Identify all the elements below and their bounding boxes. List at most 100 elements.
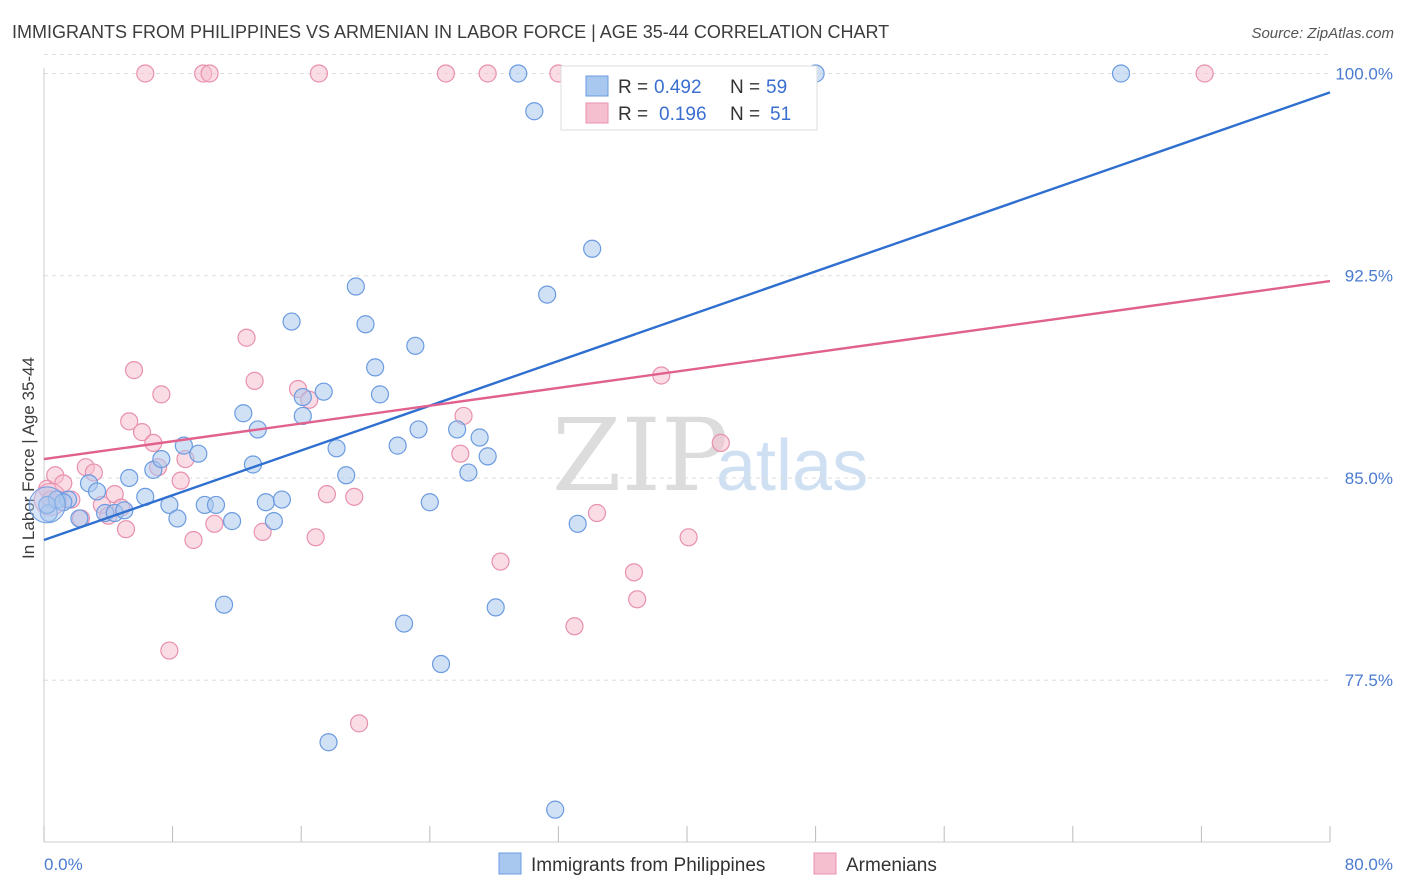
philippines-point [448,420,467,439]
armenians-point [184,530,203,550]
legend-n-value-pink: 51 [770,104,791,125]
armenians-trend-line [43,279,1331,461]
armenians-point [679,528,698,547]
armenians-point [245,371,264,390]
axes [43,68,1331,843]
series-legend: Immigrants from Philippines Armenians [498,852,937,876]
armenians-point [136,64,155,83]
watermark: ZIP atlas [552,397,868,514]
armenians-point [160,641,179,660]
armenians-point [237,328,256,347]
armenians-point [711,433,730,453]
philippines-point [1111,64,1131,83]
grid-lines [44,53,1330,681]
armenians-point [349,714,369,733]
philippines-point [509,64,528,83]
armenians-point [120,412,139,431]
armenians-point [309,64,328,83]
legend-n-value-blue: 59 [766,77,787,98]
philippines-point [120,468,139,488]
philippines-point [54,493,73,512]
philippines-point [388,436,407,455]
philippines-point [409,420,428,439]
armenians-point [478,64,497,83]
legend-r-value-pink: 0.196 [659,104,707,125]
series-legend-label-armenians: Armenians [846,855,937,876]
armenians-point [624,563,644,582]
philippines-point [459,463,478,482]
philippines-point [346,277,365,296]
philippines-points [28,64,1131,819]
armenians-point [124,361,144,380]
x-tick-label: 80.0% [1345,855,1393,874]
philippines-point [272,490,292,509]
philippines-point [356,315,375,334]
armenians-point [205,514,224,533]
armenians-point [200,64,219,83]
armenians-point [171,471,190,490]
series-legend-swatch-armenians [813,852,837,875]
watermark-zip: ZIP [552,397,728,514]
y-tick-label: 85.0% [1345,469,1393,488]
philippines-point [406,336,425,355]
armenians-point [436,64,455,83]
watermark-atlas: atlas [716,426,868,506]
philippines-point [189,444,208,463]
armenians-point [152,385,171,404]
armenians-point [317,485,337,504]
philippines-point [486,598,505,617]
philippines-trend-line [43,91,1331,542]
philippines-point-large [28,486,66,524]
philippines-point [546,800,565,819]
y-tick-label: 77.5% [1345,671,1393,690]
armenians-point [132,423,152,442]
philippines-point [366,358,385,377]
armenians-point [565,617,584,636]
philippines-point [583,239,602,258]
chart-source: Source: ZipAtlas.com [1251,25,1394,42]
philippines-point [327,439,346,458]
armenians-point [116,520,136,539]
philippines-point [234,404,253,423]
philippines-point [420,493,439,512]
armenians-points [33,64,1214,733]
philippines-point [264,512,283,531]
series-legend-label-philippines: Immigrants from Philippines [531,855,765,876]
legend-n-label-blue: N = [730,77,760,98]
philippines-point [293,387,312,407]
philippines-point [222,512,242,531]
armenians-point [306,528,325,547]
stats-legend: R = 0.492 N = 59 R = 0.196 N = 51 [560,65,818,131]
philippines-point [337,466,356,485]
legend-swatch-pink [585,102,609,124]
philippines-point [152,449,171,469]
legend-swatch-blue [585,75,609,97]
philippines-point [394,614,414,633]
philippines-point [168,509,187,528]
armenians-point [345,487,364,506]
legend-r-label-blue: R = [618,77,648,98]
y-tick-label: 100.0% [1335,64,1393,83]
armenians-point [1195,64,1214,83]
series-legend-swatch-philippines [498,852,522,875]
philippines-point [568,514,587,533]
philippines-point [431,654,451,674]
trend-lines [43,91,1331,542]
armenians-point [451,444,470,463]
legend-n-label-pink: N = [730,104,760,125]
philippines-point [206,495,226,515]
philippines-point [525,102,544,121]
chart-title: IMMIGRANTS FROM PHILIPPINES VS ARMENIAN … [12,22,889,42]
legend-r-value-blue: 0.492 [654,77,702,98]
y-tick-label: 92.5% [1345,267,1393,286]
philippines-point [538,285,557,304]
legend-r-label-pink: R = [618,104,648,125]
armenians-point [587,503,607,523]
philippines-point [282,312,301,331]
philippines-point [370,385,390,404]
x-tick-label: 0.0% [44,855,83,874]
y-axis-label: In Labor Force | Age 35-44 [19,357,38,559]
philippines-point [214,595,234,614]
armenians-point [491,552,510,571]
